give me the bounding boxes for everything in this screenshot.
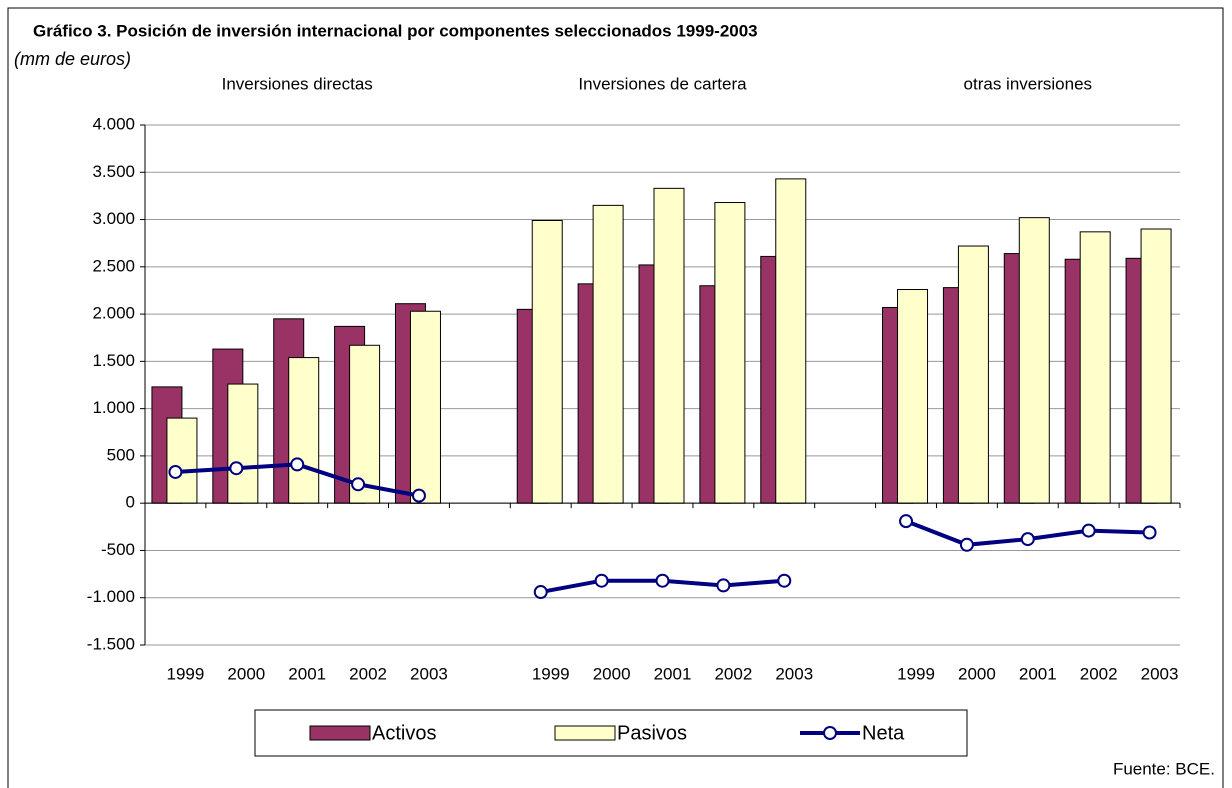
group-label: Inversiones de cartera (578, 74, 747, 93)
bar (653, 187, 685, 504)
bar (288, 357, 320, 504)
line-marker (351, 477, 366, 492)
legend-swatch (554, 725, 616, 741)
bar (166, 417, 198, 504)
y-tick-label: 2.000 (92, 304, 135, 323)
bar (714, 202, 746, 504)
chart-subtitle: (mm de euros) (14, 49, 131, 69)
y-tick-label: -1.000 (87, 587, 135, 606)
line-marker (1081, 523, 1096, 538)
line-marker (899, 514, 914, 529)
line-marker (716, 578, 731, 593)
y-tick-label: 1.500 (92, 351, 135, 370)
x-tick-label: 2000 (593, 664, 631, 683)
y-tick-label: -500 (101, 540, 135, 559)
line-marker (959, 537, 974, 552)
bar (1018, 217, 1050, 504)
x-tick-label: 2002 (349, 664, 387, 683)
bar (957, 245, 989, 504)
x-tick-label: 2002 (1080, 664, 1118, 683)
line-marker (1142, 525, 1157, 540)
legend-swatch (309, 725, 371, 741)
line-marker (533, 585, 548, 600)
bar (775, 178, 807, 504)
x-tick-label: 2002 (714, 664, 752, 683)
line-marker (168, 464, 183, 479)
x-tick-label: 2003 (1141, 664, 1179, 683)
legend-label: Pasivos (617, 722, 687, 744)
y-tick-label: 500 (107, 445, 135, 464)
legend-swatch (823, 726, 837, 740)
x-tick-label: 1999 (167, 664, 205, 683)
bar (531, 219, 563, 504)
line-marker (594, 573, 609, 588)
line-marker (290, 457, 305, 472)
legend-label: Neta (862, 722, 905, 744)
bar (409, 310, 441, 504)
y-tick-label: 2.500 (92, 256, 135, 275)
legend-label: Activos (372, 722, 436, 744)
x-tick-label: 2001 (288, 664, 326, 683)
chart-title: Gráfico 3. Posición de inversión interna… (33, 21, 758, 40)
x-tick-label: 1999 (897, 664, 935, 683)
bar (227, 383, 259, 504)
y-tick-label: 3.500 (92, 162, 135, 181)
x-tick-label: 2000 (958, 664, 996, 683)
x-tick-label: 2003 (410, 664, 448, 683)
bar (897, 289, 929, 504)
line-marker (411, 488, 426, 503)
bar (592, 204, 624, 504)
y-tick-label: 1.000 (92, 398, 135, 417)
x-tick-label: 2001 (1019, 664, 1057, 683)
line-marker (777, 573, 792, 588)
bar (1079, 231, 1111, 504)
source: Fuente: BCE. (1113, 759, 1215, 778)
group-label: Inversiones directas (222, 74, 373, 93)
y-tick-label: -1.500 (87, 634, 135, 653)
y-tick-label: 3.000 (92, 209, 135, 228)
x-tick-label: 2001 (654, 664, 692, 683)
x-tick-label: 2000 (227, 664, 265, 683)
x-tick-label: 1999 (532, 664, 570, 683)
x-tick-label: 2003 (775, 664, 813, 683)
line-marker (229, 461, 244, 476)
group-label: otras inversiones (964, 74, 1093, 93)
bar (1140, 228, 1172, 504)
line-marker (655, 573, 670, 588)
line-marker (1020, 532, 1035, 547)
y-tick-label: 0 (126, 493, 135, 512)
bar (349, 344, 381, 504)
y-tick-label: 4.000 (92, 114, 135, 133)
